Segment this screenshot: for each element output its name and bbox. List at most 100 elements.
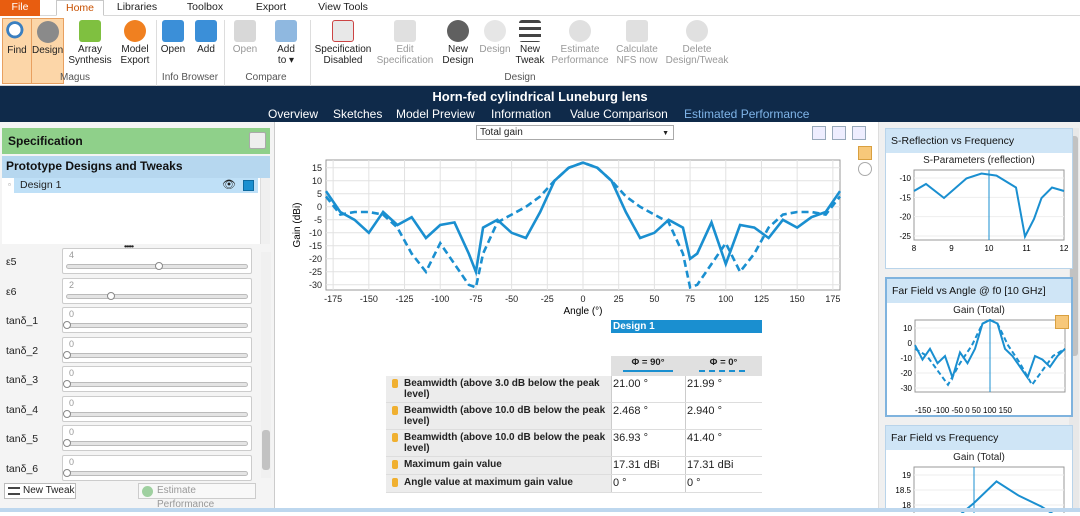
slider-track[interactable] — [66, 323, 248, 328]
tab-estimated-performance[interactable]: Estimated Performance — [684, 107, 810, 121]
slider-track[interactable] — [66, 411, 248, 417]
y-tick-label: -5 — [314, 215, 322, 225]
s-reflection-card[interactable]: S-Reflection vs Frequency S-Parameters (… — [885, 128, 1073, 269]
y-tick-label: -10 — [900, 354, 912, 363]
menu-file[interactable]: File — [0, 0, 40, 16]
pin-icon[interactable] — [858, 146, 872, 160]
result-row: Beamwidth (above 10.0 dB below the peak … — [386, 430, 762, 457]
tab-overview[interactable]: Overview — [268, 107, 319, 121]
param-label: tanδ_3 — [6, 374, 39, 386]
new-design-button[interactable]: New Design — [440, 18, 476, 84]
menu-home[interactable]: Home — [56, 0, 104, 16]
slider-knob[interactable] — [63, 380, 71, 388]
result-phi90: 0 ° — [613, 477, 627, 489]
table-view-icon[interactable] — [832, 126, 846, 140]
y-tick-label: -25 — [899, 232, 911, 241]
array-synthesis-button[interactable]: Array Synthesis — [68, 18, 112, 84]
specification-disabled-button[interactable]: Specification Disabled — [313, 18, 373, 84]
y-tick-label: 15 — [312, 163, 322, 173]
tree-bullet: ▫ — [8, 180, 11, 189]
y-tick-label: 19 — [902, 471, 911, 480]
slider-track[interactable] — [66, 293, 248, 299]
delete-gears-icon — [686, 20, 708, 42]
y-tick-label: -30 — [900, 384, 912, 393]
param-slider-field[interactable]: 0 — [62, 366, 252, 392]
add-to-button[interactable]: Add to ▾ — [266, 18, 306, 84]
new-tweak-button[interactable]: New Tweak — [514, 18, 546, 84]
param-slider-field[interactable]: 4 — [62, 248, 252, 274]
slider-track[interactable] — [66, 470, 248, 476]
series-line — [913, 172, 1065, 240]
find-button[interactable]: Find — [2, 18, 32, 84]
chart-view-icon[interactable] — [812, 126, 826, 140]
tab-value-comparison[interactable]: Value Comparison — [570, 107, 668, 121]
slider-knob[interactable] — [63, 350, 71, 359]
solid-line-legend — [623, 370, 673, 372]
param-slider-field[interactable]: 0 — [62, 395, 252, 422]
slider-knob[interactable] — [63, 439, 71, 447]
y-tick-label: -25 — [309, 267, 322, 277]
list-scrollbar[interactable] — [260, 178, 270, 244]
delete-design-button[interactable]: Delete Design/Tweak — [664, 18, 730, 84]
tab-model-preview[interactable]: Model Preview — [396, 107, 475, 121]
right-scrollbar[interactable] — [1069, 128, 1079, 508]
param-slider-field[interactable]: 0 — [62, 454, 252, 481]
plot-settings-icon[interactable] — [852, 126, 866, 140]
model-export-button[interactable]: Model Export — [116, 18, 154, 84]
pin-icon — [392, 379, 398, 388]
pin-icon[interactable] — [1055, 315, 1069, 329]
result-label: Beamwidth (above 10.0 dB below the peak … — [404, 405, 606, 427]
new-tweak-button-bottom[interactable]: New Tweak — [4, 483, 76, 499]
eye-icon[interactable]: 👁 — [222, 179, 236, 191]
tab-sketches[interactable]: Sketches — [333, 107, 383, 121]
gain-type-dropdown[interactable]: Total gain ▼ — [476, 125, 674, 140]
slider-knob[interactable] — [107, 291, 115, 300]
param-slider-field[interactable]: 0 — [62, 336, 252, 363]
slider-track[interactable] — [66, 441, 248, 446]
params-scrollbar[interactable] — [261, 252, 271, 478]
menu-libraries[interactable]: Libraries — [116, 1, 158, 13]
y-tick-label: -10 — [309, 228, 322, 238]
slider-knob[interactable] — [63, 468, 71, 477]
design-button[interactable]: Design — [31, 18, 64, 84]
center-panel: Total gain ▼ 15 10 5 0 -5 -10 -15 -20 -25 -30 -175-… — [276, 122, 878, 512]
export-chart-icon[interactable] — [858, 162, 872, 176]
edit-specification-button[interactable]: Edit Specification — [376, 18, 434, 84]
param-1: ε6 2 — [0, 277, 260, 306]
scroll-thumb[interactable] — [1070, 136, 1078, 356]
open-button[interactable]: Open — [158, 18, 188, 84]
slider-knob[interactable] — [63, 321, 71, 329]
far-field-angle-card[interactable]: Far Field vs Angle @ f0 [10 GHz] Gain (T… — [885, 277, 1073, 417]
slider-knob[interactable] — [155, 262, 163, 270]
param-slider-field[interactable]: 0 — [62, 425, 252, 451]
param-value: 0 — [69, 427, 75, 437]
color-swatch[interactable] — [243, 180, 254, 191]
estimate-performance-button[interactable]: Estimate Performance — [550, 18, 610, 84]
spec-panel-icon[interactable] — [249, 132, 266, 149]
menu-view-tools[interactable]: View Tools — [318, 1, 368, 13]
splitter-grip[interactable]: ••••• — [124, 242, 134, 251]
estimate-performance-button-bottom[interactable]: Estimate Performance — [138, 483, 256, 510]
specification-header[interactable]: Specification — [2, 128, 270, 154]
far-field-frequency-card[interactable]: Far Field vs Frequency Gain (Total) 19 18… — [885, 425, 1073, 516]
menu-toolbox[interactable]: Toolbox — [186, 1, 224, 13]
slider-knob[interactable] — [63, 409, 71, 418]
y-tick-label: 10 — [903, 324, 912, 333]
calculate-nfs-button[interactable]: Calculate NFS now — [614, 18, 660, 84]
slider-track[interactable] — [66, 382, 248, 387]
param-5: tanδ_4 0 — [0, 395, 260, 424]
scroll-thumb[interactable] — [262, 430, 270, 470]
right-panel: S-Reflection vs Frequency S-Parameters (… — [878, 122, 1080, 516]
menu-export[interactable]: Export — [255, 1, 287, 13]
compare-open-button[interactable]: Open — [228, 18, 262, 84]
param-slider-field[interactable]: 2 — [62, 277, 252, 304]
design-1-row[interactable]: Design 1 👁 — [14, 178, 258, 193]
design-lightbulb-button[interactable]: Design — [478, 18, 512, 84]
x-tick-label: 0 — [580, 294, 585, 304]
x-tick-label: -75 — [469, 294, 482, 304]
tab-information[interactable]: Information — [491, 107, 552, 121]
add-button[interactable]: Add — [192, 18, 220, 84]
slider-track[interactable] — [66, 352, 248, 358]
param-slider-field[interactable]: 0 — [62, 307, 252, 333]
